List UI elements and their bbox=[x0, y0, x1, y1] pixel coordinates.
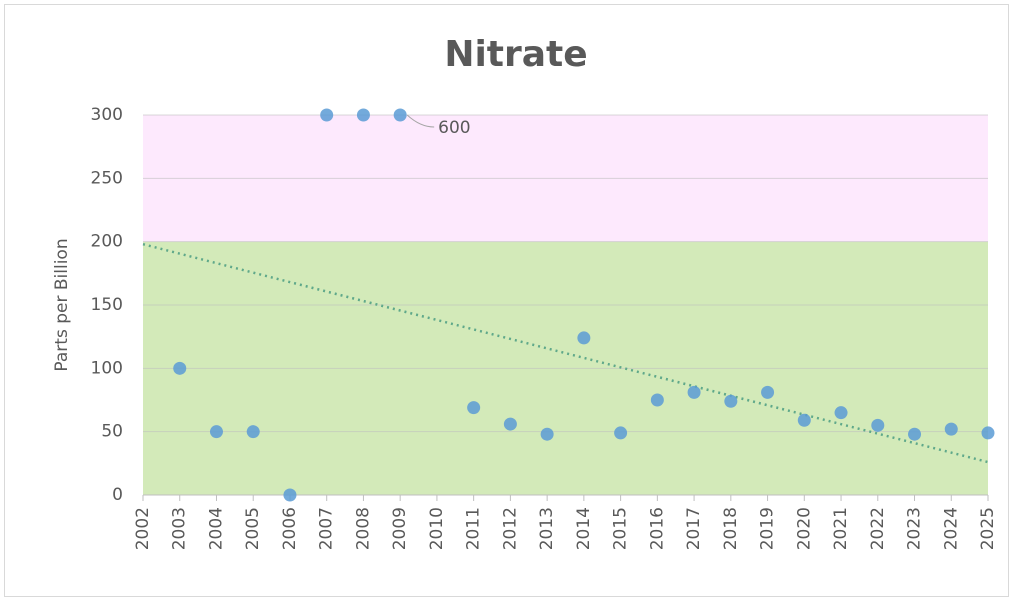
x-tick-label: 2018 bbox=[721, 507, 741, 550]
point bbox=[908, 427, 922, 441]
x-tick-label: 2007 bbox=[317, 507, 337, 550]
x-tick-label: 2006 bbox=[280, 507, 300, 550]
x-tick-label: 2002 bbox=[133, 507, 153, 550]
point bbox=[724, 394, 738, 408]
y-tick-label: 150 bbox=[91, 295, 123, 315]
x-tick-label: 2014 bbox=[574, 507, 594, 550]
x-tick-label: 2012 bbox=[500, 507, 520, 550]
point bbox=[283, 488, 297, 502]
x-tick-label: 2017 bbox=[684, 507, 704, 550]
point bbox=[797, 413, 811, 427]
point bbox=[614, 426, 628, 440]
point bbox=[650, 393, 664, 407]
x-tick-label: 2025 bbox=[978, 507, 998, 550]
x-tick-label: 2009 bbox=[390, 507, 410, 550]
x-tick-label: 2022 bbox=[868, 507, 888, 550]
point bbox=[577, 331, 591, 345]
x-tick-label: 2005 bbox=[243, 507, 263, 550]
y-tick-label: 300 bbox=[91, 105, 123, 125]
point bbox=[981, 426, 995, 440]
point bbox=[467, 401, 481, 415]
point bbox=[209, 425, 223, 439]
chart-title: Nitrate bbox=[444, 34, 587, 75]
x-tick-label: 2013 bbox=[537, 507, 557, 550]
point bbox=[871, 418, 885, 432]
y-tick-label: 200 bbox=[91, 232, 123, 252]
point bbox=[540, 427, 554, 441]
point bbox=[320, 108, 334, 122]
x-tick-label: 2023 bbox=[905, 507, 925, 550]
x-tick-label: 2015 bbox=[611, 507, 631, 550]
x-tick-label: 2010 bbox=[427, 507, 447, 550]
y-tick-label: 250 bbox=[91, 168, 123, 188]
point bbox=[393, 108, 407, 122]
x-tick-label: 2008 bbox=[353, 507, 373, 550]
x-tick-label: 2021 bbox=[831, 507, 851, 550]
point bbox=[761, 385, 775, 399]
x-tick-label: 2016 bbox=[647, 507, 667, 550]
x-tick-label: 2003 bbox=[170, 507, 190, 550]
x-tick-label: 2004 bbox=[206, 507, 226, 550]
y-axis-label: Parts per Billion bbox=[52, 238, 72, 371]
x-tick-label: 2024 bbox=[941, 507, 961, 550]
point bbox=[503, 417, 517, 431]
annotation: 600 bbox=[438, 118, 470, 138]
y-tick-label: 50 bbox=[101, 422, 123, 442]
x-tick-label: 2019 bbox=[758, 507, 778, 550]
point bbox=[246, 425, 260, 439]
y-tick-label: 100 bbox=[91, 358, 123, 378]
point bbox=[173, 361, 187, 375]
y-tick-label: 0 bbox=[112, 485, 123, 505]
annotation-leader bbox=[406, 114, 435, 128]
x-tick-label: 2020 bbox=[794, 507, 814, 550]
point bbox=[356, 108, 370, 122]
x-tick-label: 2011 bbox=[464, 507, 484, 550]
point bbox=[687, 385, 701, 399]
point bbox=[834, 406, 848, 420]
trendline bbox=[142, 242, 989, 464]
point bbox=[944, 422, 958, 436]
